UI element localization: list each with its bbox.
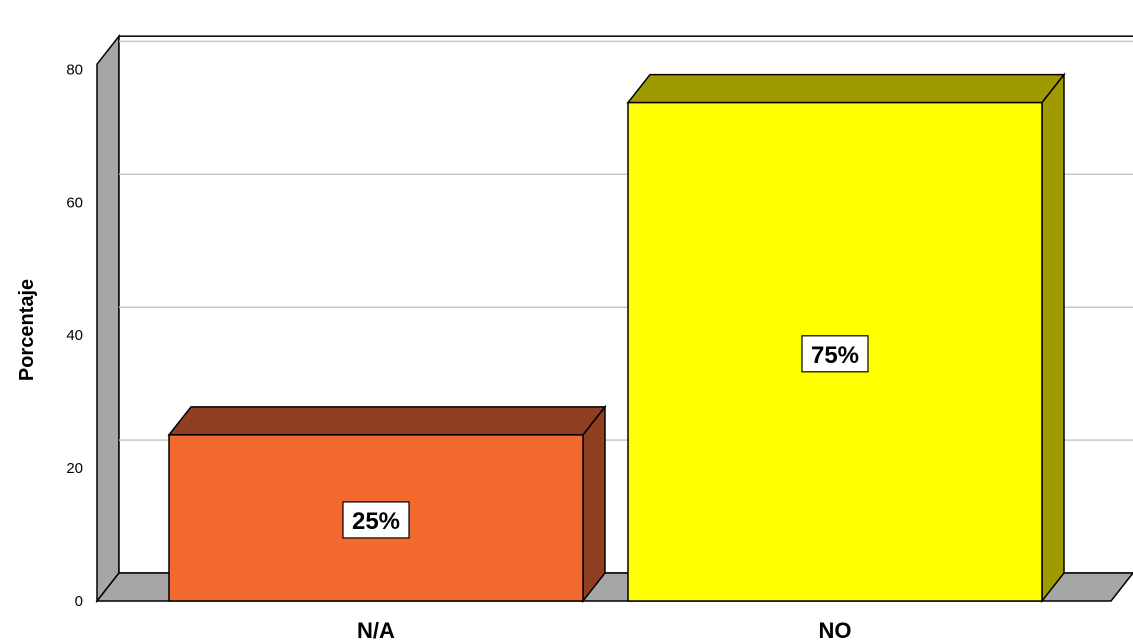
x-category-label: NO xyxy=(819,618,852,643)
data-label: 75% xyxy=(811,342,859,369)
y-tick-label: 0 xyxy=(75,593,83,610)
data-label-box xyxy=(801,335,869,373)
left-wall xyxy=(96,34,120,604)
y-tick-label: 20 xyxy=(66,460,83,477)
x-category-label: N/A xyxy=(357,618,395,643)
data-label-box xyxy=(342,501,410,539)
bar-top xyxy=(626,73,1066,104)
y-tick-label: 60 xyxy=(66,194,83,211)
y-axis-title: Porcentaje xyxy=(16,279,38,381)
y-tick-label: 80 xyxy=(66,61,83,78)
y-tick-label: 40 xyxy=(66,327,83,344)
bar-no: 75% xyxy=(626,72,1066,604)
data-label: 25% xyxy=(352,508,400,535)
x-axis-categories: N/A NO xyxy=(357,618,851,643)
bar-n-a: 25% xyxy=(167,404,607,604)
bar-side xyxy=(1041,72,1065,604)
y-axis-ticks: 0 20 40 60 80 xyxy=(66,61,83,610)
bar-top xyxy=(167,406,607,436)
bars: 25% 75% xyxy=(167,72,1066,604)
bar-side xyxy=(582,404,606,604)
